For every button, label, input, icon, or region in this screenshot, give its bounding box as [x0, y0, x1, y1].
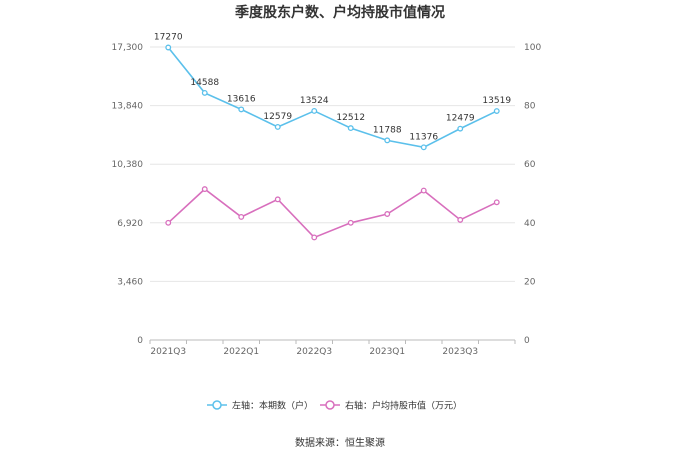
data-point [420, 187, 427, 194]
left-tick-label: 0 [137, 336, 143, 346]
legend-label: 右轴：户均持股市值（万元） [345, 400, 462, 412]
data-label: 13519 [482, 96, 511, 106]
data-point [274, 124, 281, 130]
right-tick-label: 40 [524, 219, 536, 229]
x-tick-label: 2023Q1 [369, 347, 405, 357]
left-tick-label: 13,840 [112, 102, 144, 112]
legend: 左轴：本期数（户） 右轴：户均持股市值（万元） [207, 400, 462, 412]
legend-marker-icon [212, 400, 222, 410]
series-line-holders [167, 47, 498, 149]
source-note: 数据来源：恒生聚源 [295, 436, 385, 449]
right-tick-label: 20 [524, 277, 536, 287]
legend-marker-icon [325, 400, 335, 410]
legend-label: 左轴：本期数（户） [232, 400, 313, 412]
data-point [165, 219, 172, 226]
data-point [238, 213, 245, 220]
data-point [420, 144, 427, 151]
grid [150, 46, 515, 341]
right-tick-label: 100 [524, 43, 541, 53]
data-point [274, 196, 281, 203]
data-label: 12512 [336, 113, 365, 123]
data-label: 14588 [190, 78, 219, 88]
data-point [493, 199, 500, 206]
data-point [238, 106, 245, 113]
data-point [201, 186, 208, 193]
right-tick-label: 80 [524, 102, 536, 112]
data-point [201, 89, 208, 96]
axes: 0 0 3,460 20 6,920 40 10,380 60 13,840 80 17,300 10… [112, 43, 542, 357]
right-tick-label: 60 [524, 160, 536, 170]
data-point [384, 137, 391, 144]
data-label: 11376 [409, 132, 438, 142]
data-label: 12479 [446, 114, 475, 124]
chart-title: 季度股东户数、户均持股市值情况 [234, 4, 445, 21]
data-point [493, 108, 500, 114]
data-point [311, 234, 318, 241]
data-label: 13524 [300, 96, 329, 106]
data-label: 12579 [263, 112, 292, 122]
left-tick-label: 3,460 [117, 277, 143, 287]
data-point [165, 44, 172, 51]
left-tick-label: 17,300 [112, 43, 144, 53]
left-tick-label: 10,380 [112, 160, 144, 170]
data-point [384, 211, 391, 217]
x-tick-label: 2022Q1 [223, 347, 259, 357]
data-label: 17270 [154, 33, 183, 43]
x-tick-label: 2022Q3 [296, 347, 332, 357]
data-point [347, 219, 354, 226]
series-layer: 17270 14588 13616 12579 13524 12512 11788 11376… [154, 33, 511, 241]
x-tick-label: 2021Q3 [150, 347, 186, 357]
data-point [457, 216, 464, 223]
right-tick-label: 0 [524, 336, 530, 346]
x-tick-label: 2023Q3 [442, 347, 478, 357]
data-point [347, 125, 354, 132]
data-point [457, 125, 464, 132]
data-label: 11788 [373, 125, 402, 135]
series-line-avg-value [167, 188, 498, 239]
data-label: 13616 [227, 94, 256, 104]
data-point [311, 108, 318, 114]
left-tick-label: 6,920 [117, 219, 143, 229]
